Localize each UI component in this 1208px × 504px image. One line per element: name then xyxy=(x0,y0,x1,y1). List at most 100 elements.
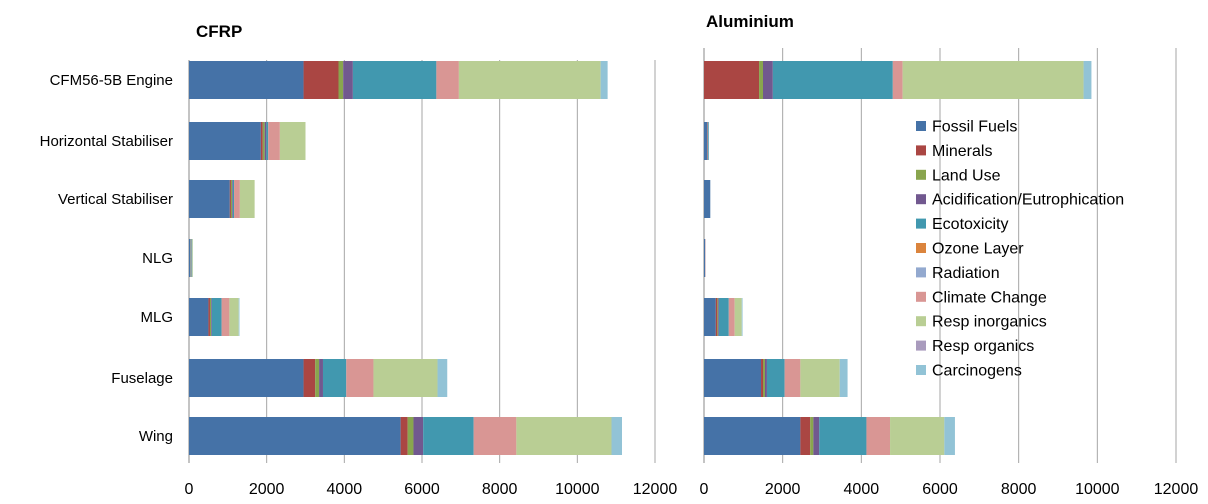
category-label: MLG xyxy=(140,309,173,326)
bar-segment xyxy=(230,180,233,218)
bar-segment xyxy=(704,180,711,218)
bar-segment xyxy=(600,61,608,99)
bar-segment xyxy=(516,417,612,455)
bar-segment xyxy=(704,359,762,397)
bar-segment xyxy=(189,61,304,99)
bar-segment xyxy=(234,180,240,218)
bar-segment xyxy=(303,359,316,397)
bar-segment xyxy=(211,298,212,336)
legend-swatch xyxy=(916,121,926,131)
legend-swatch xyxy=(916,145,926,156)
legend-label: Resp inorganics xyxy=(932,314,1047,331)
bar-segment xyxy=(436,61,459,99)
bar-segment xyxy=(717,298,719,336)
x-tick-label: 2000 xyxy=(249,481,285,498)
bar-segment xyxy=(423,417,474,455)
bar-segment xyxy=(704,122,708,160)
bar-segment xyxy=(902,61,1084,99)
bar-segment xyxy=(819,417,867,455)
bar-segment xyxy=(458,61,601,99)
x-tick-label: 6000 xyxy=(404,481,440,498)
bar-segment xyxy=(191,239,193,277)
bar-segment xyxy=(704,239,706,277)
bar-segment xyxy=(715,298,718,336)
legend-label: Resp organics xyxy=(932,338,1034,355)
x-tick-label: 8000 xyxy=(482,481,518,498)
legend-swatch xyxy=(916,194,926,205)
bar-segment xyxy=(239,180,255,218)
category-label: Fuselage xyxy=(111,370,173,387)
legend-swatch xyxy=(916,365,926,375)
bar-segment xyxy=(800,417,811,455)
bar-segment xyxy=(866,417,891,455)
bar-segment xyxy=(890,417,945,455)
bar-segment xyxy=(303,61,339,99)
legend-swatch xyxy=(916,291,926,302)
x-tick-label: 2000 xyxy=(765,481,801,498)
bar-segment xyxy=(352,61,437,99)
bar-segment xyxy=(413,417,424,455)
bar-segment xyxy=(238,298,240,336)
bar-segment xyxy=(813,417,820,455)
bar-segment xyxy=(718,298,719,336)
bar-segment xyxy=(473,417,517,455)
bar-segment xyxy=(704,298,716,336)
bar-segment xyxy=(892,61,903,99)
legend-label: Climate Change xyxy=(932,289,1047,306)
category-label: CFM56-5B Engine xyxy=(50,72,173,89)
bar-segment xyxy=(189,417,401,455)
x-tick-label: 8000 xyxy=(1001,481,1037,498)
legend-label: Acidification/Eutrophication xyxy=(932,192,1124,209)
category-label: Horizontal Stabiliser xyxy=(40,133,173,150)
chart-legend: Fossil Fuels Minerals Land Use Acidificatio… xyxy=(916,119,1124,380)
bar-segment xyxy=(734,298,742,336)
bar-segment xyxy=(800,359,840,397)
bar-segment xyxy=(764,359,767,397)
bar-segment xyxy=(763,359,765,397)
legend-label: Ecotoxicity xyxy=(932,216,1008,233)
bar-segment xyxy=(728,298,735,336)
legend-swatch xyxy=(916,316,926,327)
legend-swatch xyxy=(916,243,926,253)
bar-segment xyxy=(759,61,763,99)
bar-segment xyxy=(761,359,763,397)
legend-swatch xyxy=(916,218,926,229)
bar-segment xyxy=(209,298,212,336)
bar-segment xyxy=(741,298,743,336)
bar-segment xyxy=(268,122,280,160)
legend-swatch xyxy=(916,267,926,278)
legend-label: Radiation xyxy=(932,265,1000,282)
x-tick-label: 0 xyxy=(185,481,194,498)
x-tick-label: 12000 xyxy=(633,481,678,498)
bar-segment xyxy=(1083,61,1092,99)
bar-segment xyxy=(229,180,231,218)
bar-segment xyxy=(704,417,801,455)
bar-segment xyxy=(407,417,414,455)
aluminium-chart-title: Aluminium xyxy=(706,12,794,31)
legend-swatch xyxy=(916,169,926,180)
bar-segment xyxy=(338,61,344,99)
legend-label: Carcinogens xyxy=(932,363,1022,380)
bar-segment xyxy=(190,239,192,277)
bar-segment xyxy=(322,359,347,397)
bar-segment xyxy=(221,298,230,336)
legend-label: Minerals xyxy=(932,143,992,160)
bar-segment xyxy=(189,122,261,160)
bar-segment xyxy=(611,417,622,455)
x-tick-label: 4000 xyxy=(844,481,880,498)
bar-segment xyxy=(772,61,893,99)
bar-segment xyxy=(232,180,235,218)
bar-segment xyxy=(211,298,222,336)
x-tick-label: 10000 xyxy=(1075,481,1120,498)
legend-label: Ozone Layer xyxy=(932,241,1024,258)
legend-label: Land Use xyxy=(932,167,1001,184)
bar-segment xyxy=(208,298,210,336)
bar-segment xyxy=(189,180,230,218)
bar-segment xyxy=(279,122,306,160)
bar-segment xyxy=(763,61,773,99)
bar-segment xyxy=(189,239,191,277)
x-tick-label: 12000 xyxy=(1154,481,1199,498)
cfrp-chart-title: CFRP xyxy=(196,22,242,41)
x-tick-label: 4000 xyxy=(327,481,363,498)
